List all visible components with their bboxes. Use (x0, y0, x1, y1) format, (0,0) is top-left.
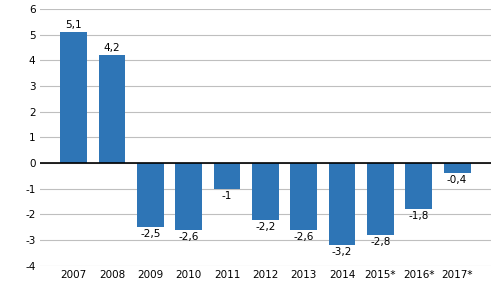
Bar (175, 163, 202, 230)
Text: -1: -1 (222, 191, 232, 201)
Bar (99, 55, 125, 163)
Bar (214, 163, 241, 189)
Bar (367, 163, 394, 235)
Text: -0,4: -0,4 (447, 175, 467, 185)
Bar (137, 163, 164, 227)
Text: -2,8: -2,8 (370, 237, 390, 247)
Text: -2,6: -2,6 (179, 232, 199, 242)
Bar (444, 163, 471, 173)
Bar (405, 163, 432, 209)
Text: -2,5: -2,5 (140, 229, 161, 239)
Text: -2,6: -2,6 (294, 232, 314, 242)
Bar (60, 32, 87, 163)
Text: -3,2: -3,2 (332, 247, 352, 257)
Bar (252, 163, 279, 220)
Text: 4,2: 4,2 (104, 43, 120, 53)
Bar (329, 163, 356, 245)
Text: -2,2: -2,2 (255, 222, 276, 232)
Text: 5,1: 5,1 (65, 20, 82, 30)
Bar (290, 163, 317, 230)
Text: -1,8: -1,8 (409, 211, 429, 221)
